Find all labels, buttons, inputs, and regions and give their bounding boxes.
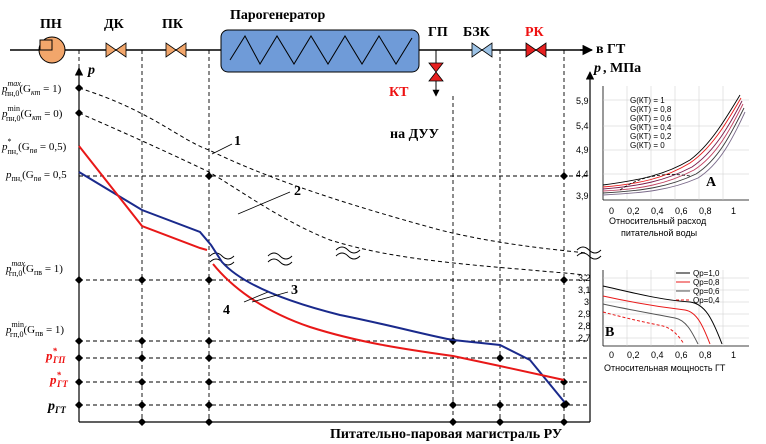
inset-b-label: B [605,325,614,340]
svg-text:Qр=0,6: Qр=0,6 [693,287,720,296]
svg-text:G(КТ) = 0,6: G(КТ) = 0,6 [630,114,672,123]
y-label-p-gp-max: pmax гп,0(Gпв = 1) [5,259,63,278]
curve-label-4: 4 [223,303,230,318]
svg-text:2,9: 2,9 [578,309,591,319]
svg-text:Qр=0,8: Qр=0,8 [693,278,720,287]
label-to-gt: в ГТ [596,42,626,57]
curve-label-1: 1 [234,134,241,149]
label-pn: ПН [40,17,62,32]
inset-b: Qр=1,0 Qр=0,8 Qр=0,6 Qр=0,4 B [602,269,749,347]
y-label-p-GT: pГТ [47,399,66,415]
curve-label-2: 2 [294,184,301,199]
label-dk: ДК [104,17,125,32]
horizontal-levels [79,175,590,406]
svg-text:0,4: 0,4 [651,206,664,216]
inset-a-yticks: 5,9 5,4 4,9 4,4 3,9 [576,96,589,201]
vertical-guides [78,50,565,422]
pointer-1 [211,143,233,155]
svg-text:2,8: 2,8 [578,321,591,331]
steam-generator-icon [220,29,420,73]
label-na-duu: на ДУУ [390,127,439,142]
label-kt: КТ [389,85,409,100]
valve-bzk-icon [471,42,493,58]
svg-text:1: 1 [731,206,736,216]
svg-text:G(КТ) = 0: G(КТ) = 0 [630,141,665,150]
break-marks [209,246,602,266]
y-label-p-GP-star: p* ГП [45,346,66,365]
svg-text:0,8: 0,8 [699,206,712,216]
pointer-3 [251,291,289,303]
svg-text:0: 0 [609,350,614,360]
valve-dk-icon [105,42,127,58]
svg-text:5,4: 5,4 [576,121,589,131]
inset-b-yticks: 3,2 3,1 3 2,9 2,8 2,7 [578,273,591,343]
valve-rk-icon [525,42,547,58]
svg-text:G(КТ) = 0,8: G(КТ) = 0,8 [630,105,672,114]
right-axis-unit: , МПа [603,61,641,76]
right-axis-p: p [593,61,601,76]
svg-text:4,9: 4,9 [576,145,589,155]
valve-pk-icon [165,42,187,58]
svg-text:4,4: 4,4 [576,169,589,179]
pump-icon [38,36,66,64]
label-p-left: p [87,63,95,78]
label-gp: ГП [428,25,448,40]
curve-2 [78,112,587,276]
x-axis-label: Питательно-паровая магистраль РУ [330,427,562,442]
svg-text:0,4: 0,4 [651,350,664,360]
svg-text:0: 0 [609,206,614,216]
label-pk: ПК [162,17,184,32]
curve-4 [78,145,565,381]
svg-text:G(КТ) = 1: G(КТ) = 1 [630,96,665,105]
y-label-p-pn-min: pmin пн,0(Gкт = 0) [1,104,63,123]
svg-text:Qр=0,4: Qр=0,4 [693,296,720,305]
pointer-4 [243,291,269,303]
inset-a-xticks: 0 0,2 0,4 0,6 0,8 1 [609,206,736,216]
inset-a-label: A [706,175,717,190]
label-rk: РК [525,25,545,40]
svg-text:3,1: 3,1 [578,285,591,295]
inset-b-xlabel: Относительная мощность ГТ [604,363,726,373]
curve-label-3: 3 [291,283,298,298]
svg-text:0,2: 0,2 [627,206,640,216]
svg-text:G(КТ) = 0,2: G(КТ) = 0,2 [630,132,672,141]
y-label-p-pn: pпн,(Gпв = 0,5 [5,169,67,183]
svg-text:3,9: 3,9 [576,191,589,201]
svg-text:3,2: 3,2 [578,273,591,283]
inset-a: G(КТ) = 1 G(КТ) = 0,8 G(КТ) = 0,6 G(КТ) … [602,86,749,201]
svg-text:5,9: 5,9 [576,96,589,106]
valve-kt-icon [428,62,444,82]
svg-text:G(КТ) = 0,4: G(КТ) = 0,4 [630,123,672,132]
inset-a-xlabel-1: Относительный расход [609,216,707,226]
svg-text:0,6: 0,6 [675,350,688,360]
label-parogenerator: Парогенератор [230,8,325,23]
svg-text:1: 1 [731,350,736,360]
level-markers [75,84,568,409]
curve-3 [78,171,567,405]
y-label-p-pn-max: pmax пн,0(Gкт = 1) [1,79,62,98]
svg-text:0,8: 0,8 [699,350,712,360]
svg-text:0,2: 0,2 [627,350,640,360]
svg-text:3: 3 [584,297,589,307]
svg-text:2,7: 2,7 [578,333,591,343]
curve-1 [78,87,587,254]
inset-b-xticks: 0 0,2 0,4 0,6 0,8 1 [609,350,736,360]
svg-text:0,6: 0,6 [675,206,688,216]
svg-text:Qр=1,0: Qр=1,0 [693,269,720,278]
curve-endpoints [562,400,570,408]
x-axis-markers [138,418,568,426]
y-label-p-gp-min: pmin гп,0(Gпв = 1) [5,320,64,339]
y-label-p-pn-star: p* пн,(Gпв = 0,5) [1,137,67,156]
y-label-p-GT-star: p* ГТ [49,370,68,389]
label-bzk: БЗК [463,25,491,40]
inset-a-xlabel-2: питательной воды [621,228,697,238]
pointer-2 [237,191,291,215]
